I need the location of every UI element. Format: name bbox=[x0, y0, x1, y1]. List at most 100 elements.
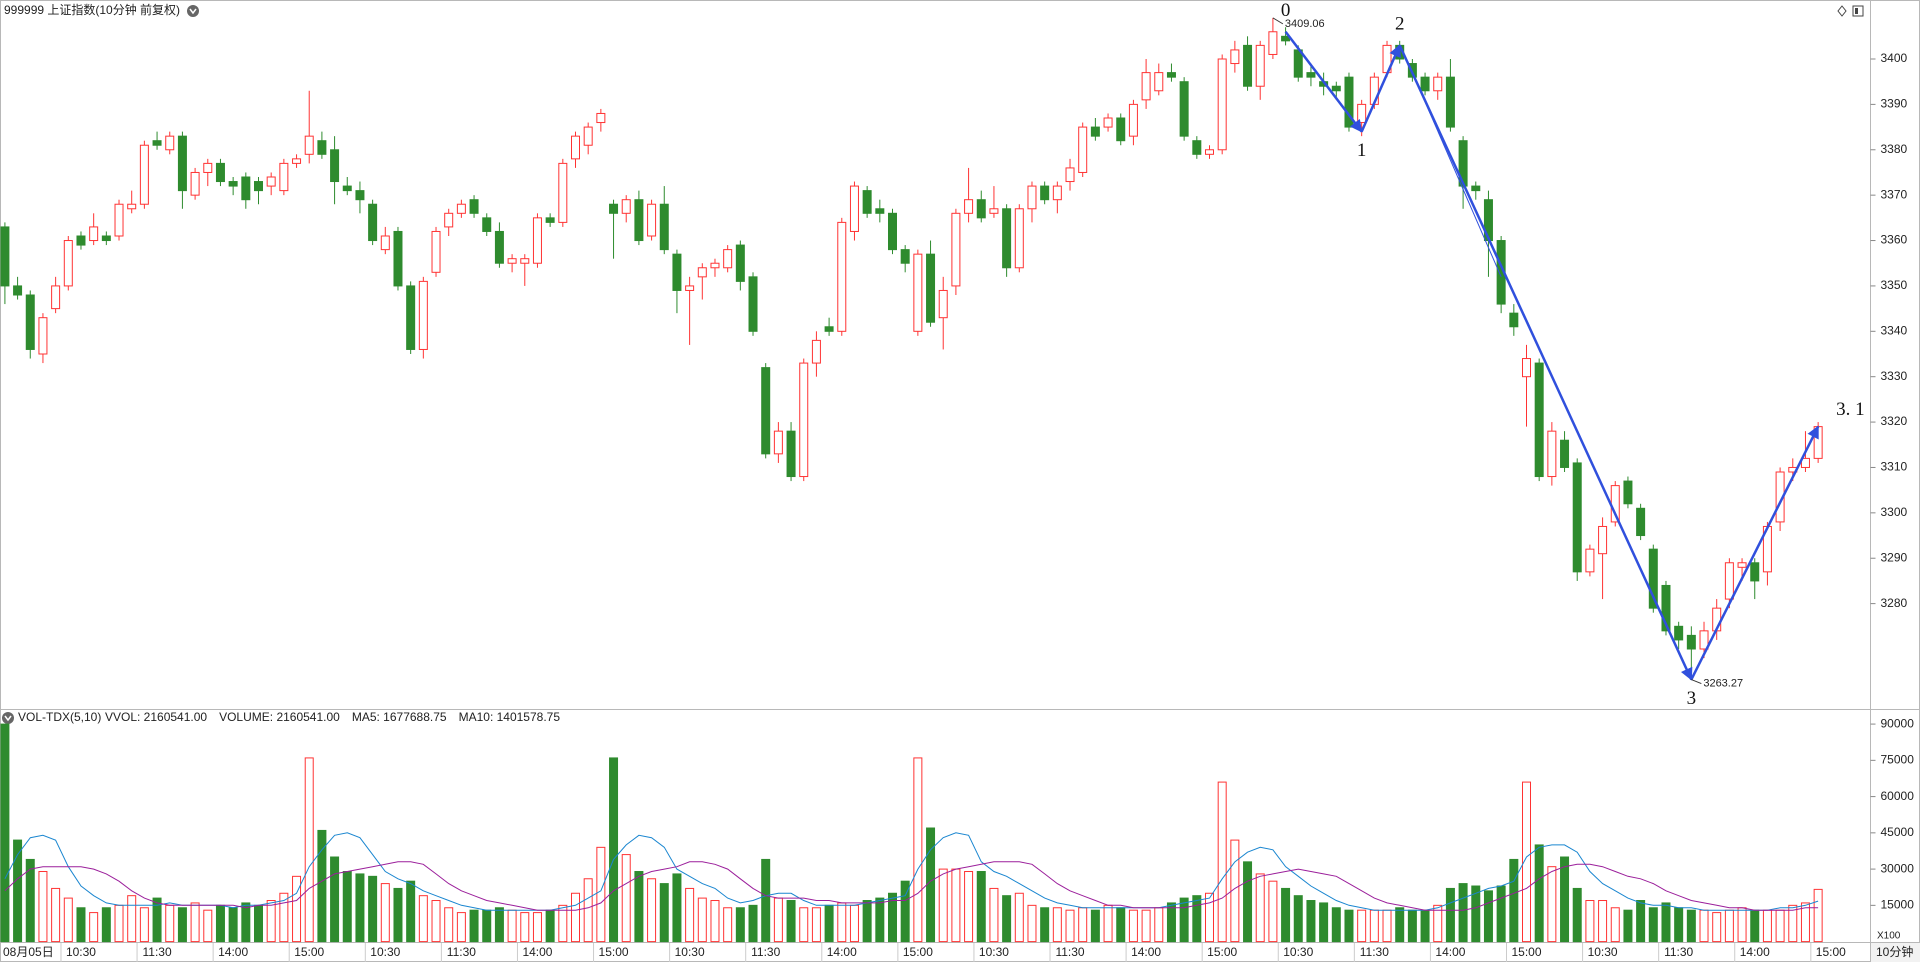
period-box[interactable] bbox=[1871, 943, 1920, 962]
volume-bar bbox=[190, 902, 200, 943]
candle-body bbox=[1623, 480, 1633, 505]
volume-bar bbox=[571, 892, 580, 943]
candle-body bbox=[621, 199, 631, 214]
x-tick-label: 14:00 bbox=[522, 945, 552, 959]
x-tick-label: 15:00 bbox=[903, 945, 933, 959]
candle-body bbox=[292, 158, 302, 164]
volume-readout: VOLUME: 2160541.00 bbox=[219, 710, 340, 724]
panel-icon[interactable] bbox=[1852, 5, 1864, 17]
candle-body bbox=[672, 253, 682, 291]
candle-body bbox=[1420, 76, 1430, 92]
volume-bar bbox=[63, 897, 73, 943]
volume-bar bbox=[1610, 907, 1620, 943]
volume-bar bbox=[532, 912, 542, 943]
candle-body bbox=[177, 135, 187, 192]
candle-body bbox=[456, 203, 466, 214]
volume-bar bbox=[900, 880, 910, 943]
volume-y-tick-label: 45000 bbox=[1881, 825, 1915, 839]
volume-bar bbox=[634, 871, 644, 943]
y-tick-label: 3300 bbox=[1881, 505, 1908, 519]
volume-bar bbox=[203, 909, 213, 943]
candle-body bbox=[1445, 76, 1455, 128]
candle-body bbox=[254, 181, 263, 192]
volume-bar bbox=[228, 907, 238, 943]
candle-body bbox=[1002, 208, 1012, 269]
candle-body bbox=[786, 430, 796, 478]
volume-bar bbox=[1648, 907, 1658, 943]
volume-bar bbox=[292, 875, 302, 943]
candle-body bbox=[1179, 81, 1189, 137]
volume-bar bbox=[1572, 887, 1582, 943]
candle-body bbox=[1014, 208, 1024, 269]
x-tick-label: 10:30 bbox=[675, 945, 705, 959]
candle-body bbox=[51, 285, 61, 310]
volume-bar bbox=[494, 907, 504, 943]
candle-body bbox=[1268, 31, 1278, 55]
volume-bar bbox=[1205, 892, 1214, 943]
candle-body bbox=[1255, 44, 1265, 87]
candle-body bbox=[1166, 72, 1176, 78]
volume-bar bbox=[330, 856, 340, 943]
candle-body bbox=[13, 285, 23, 296]
volume-bar bbox=[1103, 904, 1113, 943]
candle-body bbox=[266, 176, 276, 187]
volume-bar bbox=[1788, 904, 1798, 943]
y-tick-label: 3310 bbox=[1881, 460, 1908, 474]
volume-bar bbox=[444, 907, 454, 943]
volume-bar bbox=[1737, 907, 1747, 943]
volume-bar bbox=[431, 900, 441, 943]
y-tick-label: 3390 bbox=[1881, 97, 1908, 111]
x-tick-label: 11:30 bbox=[1360, 945, 1389, 959]
volume-bar bbox=[685, 887, 695, 943]
volume-bar bbox=[1344, 909, 1354, 943]
title-menu-chevron bbox=[189, 8, 197, 15]
volume-menu-icon[interactable] bbox=[2, 712, 14, 724]
volume-bar bbox=[520, 912, 530, 943]
volume-bar bbox=[773, 897, 783, 943]
volume-bar bbox=[723, 907, 733, 943]
volume-bar bbox=[1623, 909, 1633, 943]
candle-body bbox=[507, 258, 517, 264]
volume-bar bbox=[279, 892, 289, 943]
diamond-icon[interactable] bbox=[1837, 5, 1847, 17]
candle-body bbox=[1243, 44, 1253, 87]
volume-bar bbox=[672, 873, 682, 943]
candle-body bbox=[583, 126, 593, 146]
candle-body bbox=[89, 226, 99, 242]
x-tick-label: 15:00 bbox=[1816, 945, 1846, 959]
volume-bar bbox=[786, 900, 796, 943]
y-tick-label: 3350 bbox=[1881, 278, 1908, 292]
y-tick-label: 3380 bbox=[1881, 142, 1908, 156]
candle-body bbox=[1598, 525, 1608, 555]
x-tick-label: 10:30 bbox=[66, 945, 96, 959]
candle-body bbox=[964, 199, 974, 214]
candle-body bbox=[63, 240, 73, 287]
volume-bar bbox=[177, 907, 187, 943]
volume-bar bbox=[1268, 880, 1278, 943]
volume-bar bbox=[1255, 873, 1265, 943]
y-tick-label: 3400 bbox=[1881, 51, 1908, 65]
volume-bar bbox=[989, 887, 999, 943]
title-menu-icon[interactable] bbox=[187, 5, 199, 17]
candle-body bbox=[139, 144, 149, 205]
volume-bar bbox=[215, 904, 225, 943]
candle-body bbox=[1230, 49, 1240, 65]
volume-bar bbox=[748, 904, 758, 943]
wave-label: 2 bbox=[1395, 14, 1405, 35]
candle-body bbox=[1699, 630, 1709, 650]
volume-bar bbox=[38, 871, 48, 943]
volume-bar bbox=[1027, 904, 1037, 943]
wave-label: 1 bbox=[1357, 140, 1367, 161]
chart-title: 999999 上证指数(10分钟 前复权) bbox=[4, 2, 180, 17]
candle-body bbox=[647, 203, 657, 237]
candle-body bbox=[418, 280, 428, 350]
volume-bar bbox=[659, 883, 669, 943]
volume-bar bbox=[1293, 895, 1303, 943]
volume-bar bbox=[1598, 900, 1608, 943]
volume-bar bbox=[368, 875, 378, 943]
volume-bar bbox=[25, 858, 35, 943]
volume-bar bbox=[266, 900, 276, 943]
volume-bar bbox=[1483, 890, 1493, 943]
candle-body bbox=[317, 140, 327, 155]
x-tick-label: 10:30 bbox=[370, 945, 400, 959]
